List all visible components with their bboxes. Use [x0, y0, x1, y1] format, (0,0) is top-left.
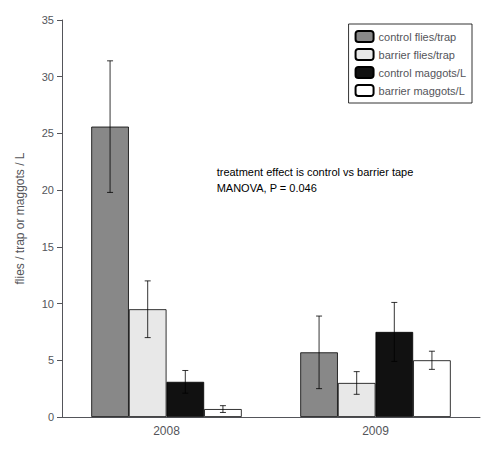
svg-text:2008: 2008: [153, 424, 180, 438]
svg-text:flies / trap or maggots / L: flies / trap or maggots / L: [13, 152, 27, 284]
svg-text:25: 25: [42, 127, 54, 139]
svg-text:barrier flies/trap: barrier flies/trap: [379, 49, 455, 61]
svg-text:35: 35: [42, 14, 54, 26]
svg-text:2009: 2009: [362, 424, 389, 438]
svg-text:5: 5: [48, 354, 54, 366]
svg-text:10: 10: [42, 298, 54, 310]
svg-text:control flies/trap: control flies/trap: [379, 31, 457, 43]
svg-text:control maggots/L: control maggots/L: [379, 67, 466, 79]
svg-text:barrier maggots/L: barrier maggots/L: [379, 85, 465, 97]
svg-text:MANOVA, P = 0.046: MANOVA, P = 0.046: [217, 182, 317, 194]
svg-text:20: 20: [42, 184, 54, 196]
svg-text:30: 30: [42, 71, 54, 83]
svg-text:0: 0: [48, 411, 54, 423]
svg-text:15: 15: [42, 241, 54, 253]
svg-text:treatment effect is control vs: treatment effect is control vs barrier t…: [217, 166, 414, 178]
